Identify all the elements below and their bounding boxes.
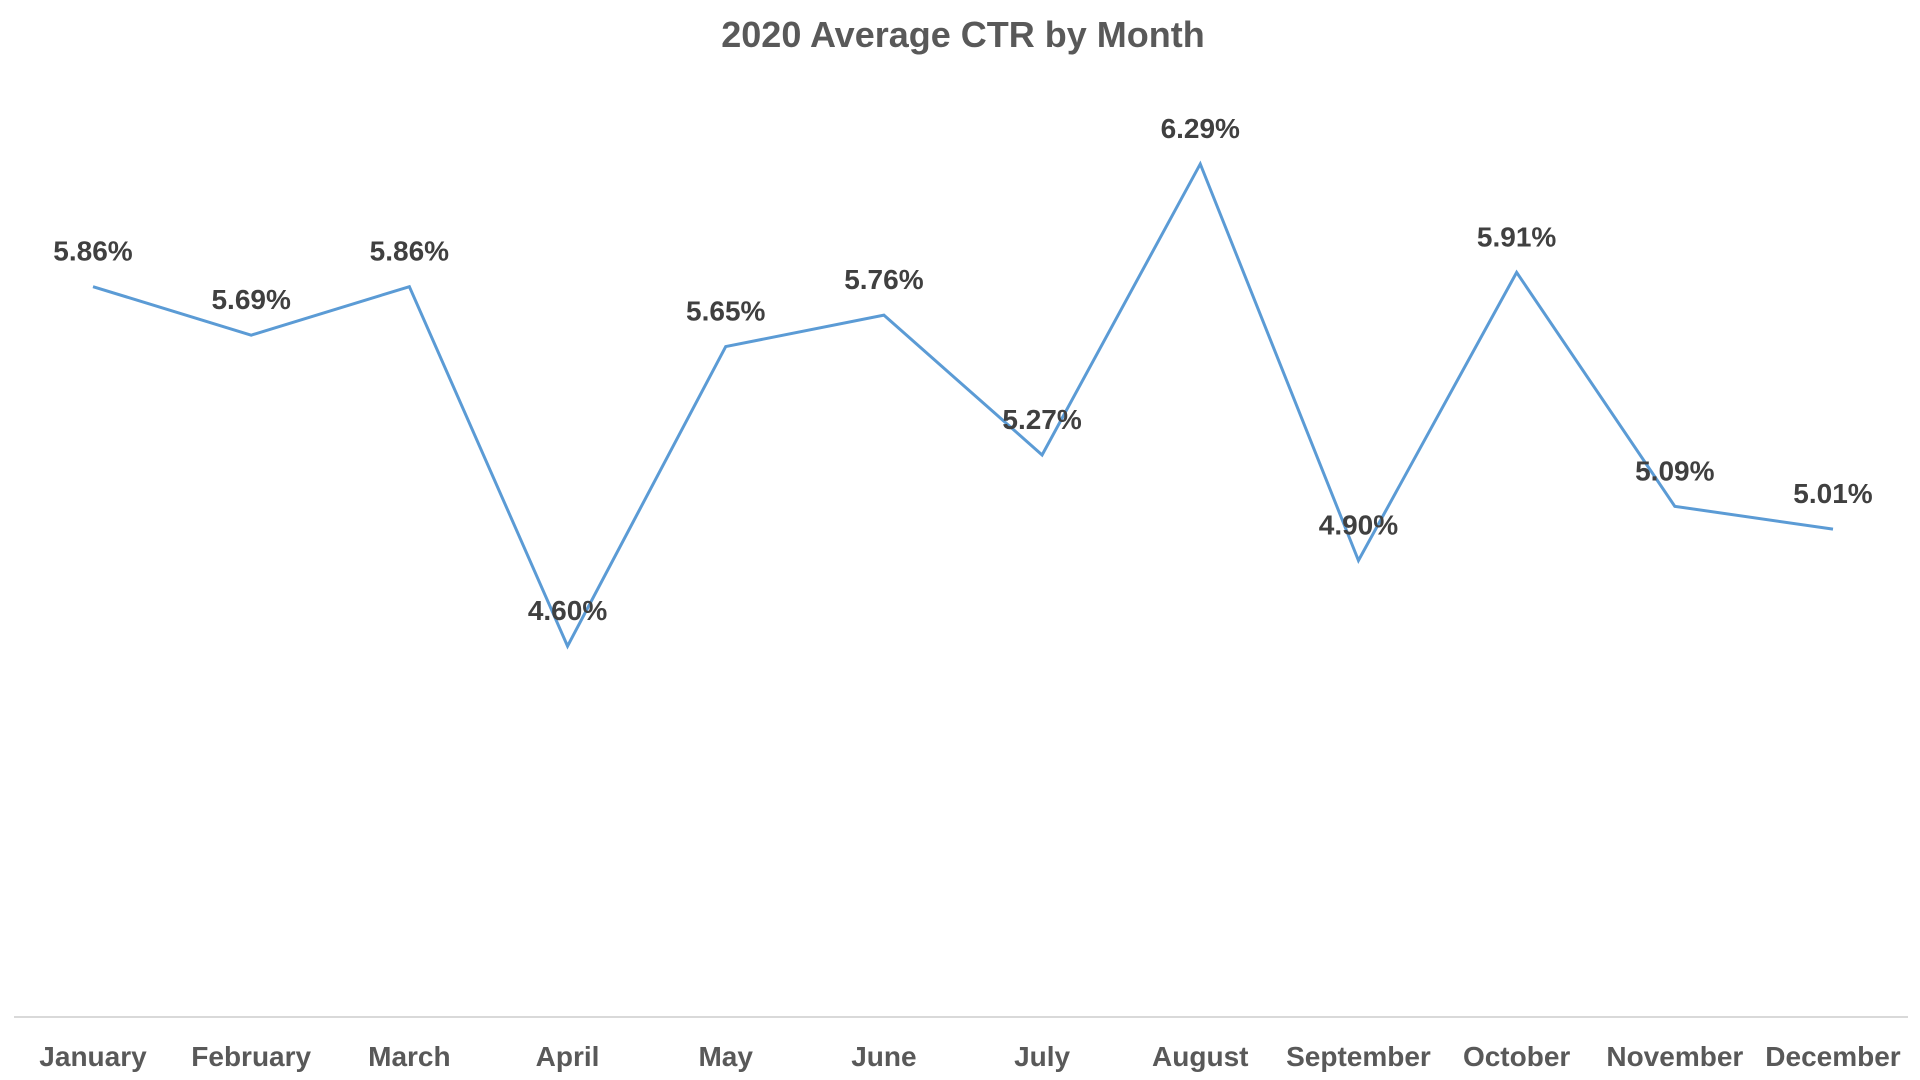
x-tick-label: July	[1014, 1041, 1070, 1072]
x-tick-label: March	[368, 1041, 450, 1072]
chart-title: 2020 Average CTR by Month	[721, 14, 1204, 55]
data-label: 5.09%	[1635, 455, 1714, 486]
x-axis-tick-labels: January February March April May June July Augu…	[39, 1041, 1901, 1072]
x-tick-label: February	[191, 1041, 311, 1072]
x-tick-label: September	[1286, 1041, 1431, 1072]
x-tick-label: August	[1152, 1041, 1248, 1072]
data-label: 5.65%	[686, 296, 765, 327]
data-label: 5.69%	[211, 284, 290, 315]
data-label: 4.90%	[1319, 510, 1398, 541]
data-labels: 5.86% 5.69% 5.86% 4.60% 5.65% 5.76% 5.27% 6.29%…	[53, 113, 1872, 626]
x-tick-label: June	[851, 1041, 916, 1072]
data-label: 6.29%	[1161, 113, 1240, 144]
data-label: 4.60%	[528, 595, 607, 626]
ctr-series-line	[92, 160, 1834, 650]
x-tick-label: January	[39, 1041, 147, 1072]
data-label: 5.91%	[1477, 221, 1556, 252]
data-label: 5.76%	[844, 264, 923, 295]
x-tick-label: May	[698, 1041, 753, 1072]
data-label: 5.27%	[1002, 404, 1081, 435]
x-tick-label: November	[1606, 1041, 1743, 1072]
data-label: 5.86%	[53, 236, 132, 267]
data-label: 5.01%	[1793, 478, 1872, 509]
x-tick-label: October	[1463, 1041, 1570, 1072]
x-tick-label: April	[536, 1041, 600, 1072]
data-label: 5.86%	[370, 236, 449, 267]
x-tick-label: December	[1765, 1041, 1901, 1072]
